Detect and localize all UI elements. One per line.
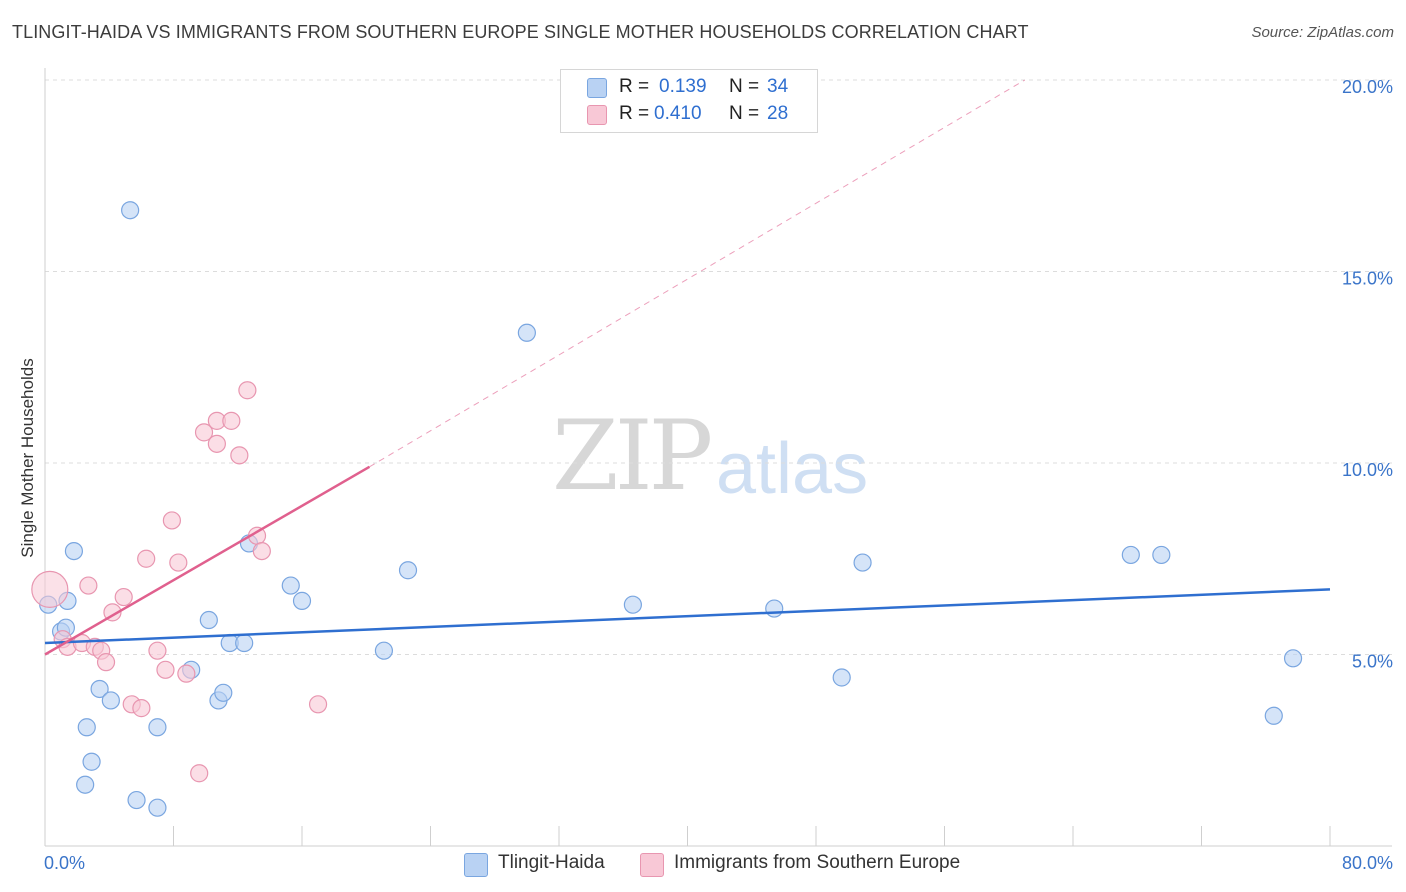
tlingit-haida-point	[517, 323, 536, 342]
tlingit-haida-point	[292, 591, 312, 610]
legend-n-label: N =	[729, 76, 760, 97]
tlingit-haida-point	[1152, 545, 1171, 565]
legend-r-label: R =	[619, 103, 650, 124]
tlingit-haida-point	[235, 633, 254, 653]
y-axis-label: Single Mother Households	[18, 358, 37, 558]
x-tick-label: 0.0%	[44, 853, 85, 873]
y-tick-label: 10.0%	[1342, 460, 1393, 480]
legend-r-value: 0.410	[654, 103, 702, 124]
southern-europe-point	[238, 381, 257, 400]
bottom-legend-label: Immigrants from Southern Europe	[674, 852, 961, 873]
legend-n-value: 28	[767, 103, 789, 124]
southern-europe-point	[79, 576, 98, 595]
legend-swatch-tlingit-haida	[587, 78, 607, 98]
southern-europe-point	[190, 764, 209, 783]
tlingit-haida-point	[148, 718, 167, 737]
southern-europe-point	[222, 411, 241, 430]
southern-europe-point	[114, 587, 133, 607]
tlingit-haida-point	[82, 752, 101, 771]
southern-europe-point	[169, 553, 188, 572]
legend: R = 0.139 N = 34 R = 0.410 N = 28	[560, 69, 818, 133]
tlingit-haida-point	[623, 595, 642, 614]
southern-europe-point	[252, 541, 271, 561]
bottom-legend-swatch-southern-europe	[640, 853, 664, 877]
southern-europe-point	[308, 695, 328, 714]
legend-r-value: 0.139	[659, 76, 707, 97]
legend-swatch-southern-europe	[587, 105, 607, 125]
y-tick-label: 20.0%	[1342, 77, 1393, 97]
tlingit-haida-point	[853, 553, 872, 572]
tlingit-haida-point	[281, 576, 300, 595]
tlingit-haida-trendline	[44, 588, 1331, 645]
tlingit-haida-point	[64, 541, 84, 561]
southern-europe-point	[156, 660, 175, 679]
legend-r-label: R =	[619, 76, 650, 97]
southern-europe-point	[230, 446, 249, 465]
tlingit-haida-point	[398, 561, 418, 580]
tlingit-haida-point	[101, 691, 120, 710]
tlingit-haida-point	[77, 718, 96, 737]
tlingit-haida-point	[90, 679, 109, 699]
southern-europe-trendline	[44, 465, 371, 656]
bottom-legend-swatch-tlingit-haida	[464, 853, 488, 877]
tlingit-haida-point	[1121, 545, 1140, 565]
southern-europe-trendline-extension	[369, 79, 1026, 468]
southern-europe-point	[137, 549, 156, 568]
tlingit-haida-point	[214, 683, 233, 702]
tlingit-haida-point	[121, 201, 140, 220]
tlingit-haida-point	[832, 668, 851, 687]
southern-europe-point	[132, 699, 151, 718]
legend-n-value: 34	[767, 76, 789, 97]
southern-europe-point	[96, 653, 116, 672]
southern-europe-point	[31, 570, 69, 608]
watermark-zip: ZIP	[552, 400, 713, 512]
tlingit-haida-point	[199, 610, 218, 630]
southern-europe-point	[148, 641, 167, 660]
chart-title: TLINGIT-HAIDA VS IMMIGRANTS FROM SOUTHER…	[12, 22, 1029, 42]
tlingit-haida-point	[148, 798, 167, 817]
tlingit-haida-point	[374, 641, 394, 660]
watermark-atlas: atlas	[716, 429, 869, 509]
tlingit-haida-point	[1283, 649, 1303, 668]
southern-europe-point	[194, 423, 214, 442]
southern-europe-point	[177, 664, 196, 683]
x-tick-label: 80.0%	[1342, 853, 1393, 873]
y-tick-label: 15.0%	[1342, 269, 1393, 289]
bottom-legend-label: Tlingit-Haida	[498, 852, 605, 873]
southern-europe-point	[162, 511, 181, 530]
tlingit-haida-point	[1264, 706, 1283, 725]
y-tick-label: 5.0%	[1352, 652, 1393, 672]
legend-n-label: N =	[729, 103, 760, 124]
tlingit-haida-point	[76, 775, 95, 794]
source-label: Source: ZipAtlas.com	[1251, 24, 1394, 41]
tlingit-haida-point	[127, 790, 146, 810]
tlingit-haida-point	[765, 599, 784, 618]
southern-europe-point	[207, 434, 226, 453]
